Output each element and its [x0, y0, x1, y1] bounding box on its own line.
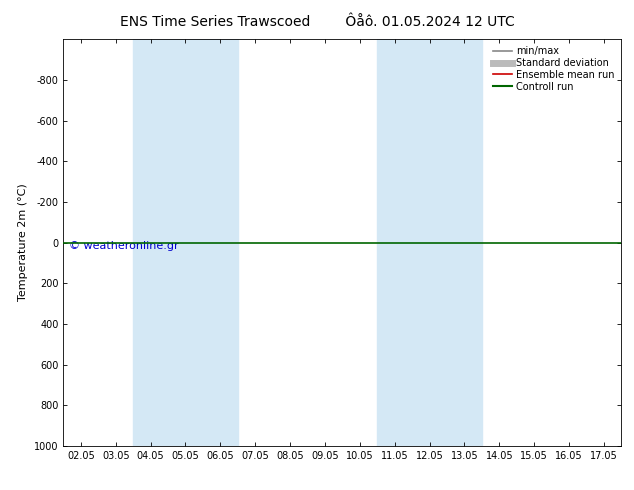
- Legend: min/max, Standard deviation, Ensemble mean run, Controll run: min/max, Standard deviation, Ensemble me…: [491, 44, 616, 94]
- Bar: [377, 39, 482, 446]
- Text: © weatheronline.gr: © weatheronline.gr: [69, 241, 179, 250]
- Y-axis label: Temperature 2m (°C): Temperature 2m (°C): [18, 184, 29, 301]
- Bar: [133, 39, 238, 446]
- Text: ENS Time Series Trawscoed        Ôåô. 01.05.2024 12 UTC: ENS Time Series Trawscoed Ôåô. 01.05.202…: [120, 15, 514, 29]
